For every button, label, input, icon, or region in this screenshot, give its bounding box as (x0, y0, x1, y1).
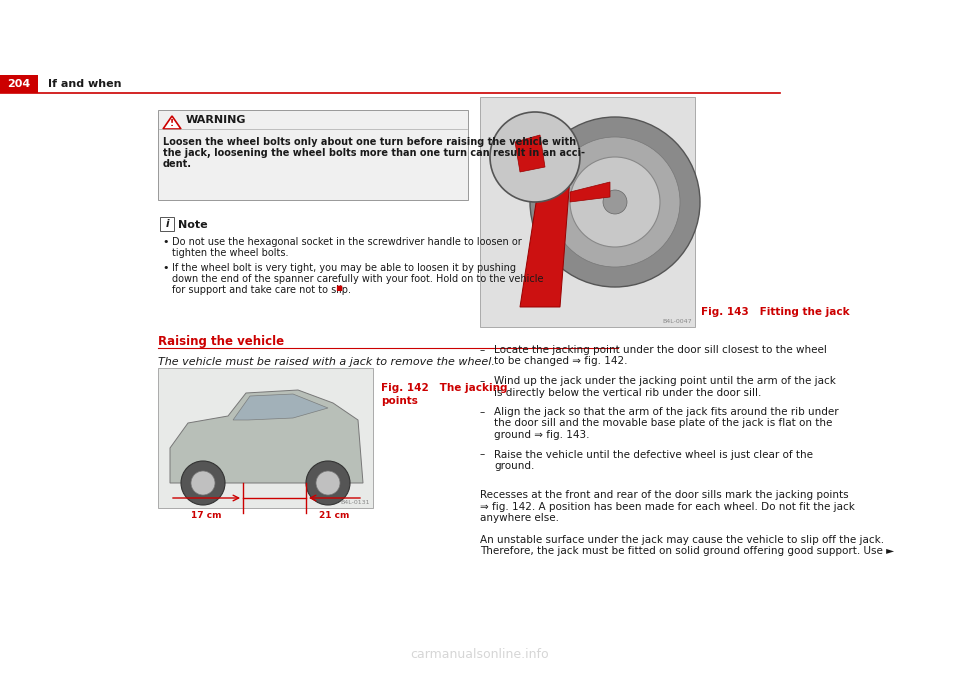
Text: carmanualsonline.info: carmanualsonline.info (411, 648, 549, 662)
Polygon shape (233, 394, 328, 420)
Text: Fig. 143   Fitting the jack: Fig. 143 Fitting the jack (701, 307, 850, 317)
Text: Raise the vehicle until the defective wheel is just clear of the: Raise the vehicle until the defective wh… (494, 450, 813, 460)
Polygon shape (170, 390, 363, 483)
Circle shape (490, 112, 580, 202)
Polygon shape (570, 182, 610, 202)
Text: ground.: ground. (494, 461, 535, 471)
Text: If the wheel bolt is very tight, you may be able to loosen it by pushing: If the wheel bolt is very tight, you may… (172, 263, 516, 273)
Text: is directly below the vertical rib under the door sill.: is directly below the vertical rib under… (494, 388, 761, 397)
Text: –: – (480, 376, 485, 386)
Text: 204: 204 (8, 79, 31, 89)
Text: tighten the wheel bolts.: tighten the wheel bolts. (172, 248, 289, 258)
Text: for support and take care not to slip.: for support and take care not to slip. (172, 285, 351, 295)
Bar (480, 97, 695, 327)
Text: the door sill and the movable base plate of the jack is flat on the: the door sill and the movable base plate… (494, 418, 832, 428)
Polygon shape (520, 177, 570, 307)
Text: The vehicle must be raised with a jack to remove the wheel.: The vehicle must be raised with a jack t… (158, 357, 494, 367)
Text: Loosen the wheel bolts only about one turn before raising the vehicle with: Loosen the wheel bolts only about one tu… (163, 137, 576, 147)
Text: Raising the vehicle: Raising the vehicle (158, 335, 284, 348)
Text: –: – (480, 450, 485, 460)
Text: ground ⇒ fig. 143.: ground ⇒ fig. 143. (494, 430, 589, 440)
Text: dent.: dent. (163, 159, 192, 169)
Text: –: – (480, 407, 485, 417)
Text: Wind up the jack under the jacking point until the arm of the jack: Wind up the jack under the jacking point… (494, 376, 836, 386)
Text: !: ! (170, 119, 174, 127)
Text: –: – (480, 345, 485, 355)
Text: •: • (162, 263, 169, 273)
Text: Do not use the hexagonal socket in the screwdriver handle to loosen or: Do not use the hexagonal socket in the s… (172, 237, 521, 247)
Text: ⇒ fig. 142. A position has been made for each wheel. Do not fit the jack: ⇒ fig. 142. A position has been made for… (480, 502, 854, 511)
Circle shape (191, 471, 215, 495)
Bar (0, 75, 38, 93)
Text: to be changed ⇒ fig. 142.: to be changed ⇒ fig. 142. (494, 357, 628, 367)
Text: ■: ■ (334, 285, 343, 291)
Polygon shape (163, 116, 181, 129)
Bar (160, 217, 174, 231)
Polygon shape (515, 135, 545, 172)
Text: •: • (162, 237, 169, 247)
Text: anywhere else.: anywhere else. (480, 513, 559, 523)
Text: Therefore, the jack must be fitted on solid ground offering good support. Use ►: Therefore, the jack must be fitted on so… (480, 546, 894, 557)
Circle shape (603, 190, 627, 214)
Circle shape (306, 461, 350, 505)
Text: 21 cm: 21 cm (320, 511, 349, 520)
Circle shape (570, 157, 660, 247)
Text: i: i (165, 219, 169, 229)
Text: Fig. 142   The jacking: Fig. 142 The jacking (381, 383, 508, 393)
Text: B4L-0047: B4L-0047 (662, 319, 692, 324)
Circle shape (550, 137, 680, 267)
Text: WARNING: WARNING (186, 115, 247, 125)
Text: If and when: If and when (48, 79, 122, 89)
Text: B4L-0131: B4L-0131 (341, 500, 370, 505)
Bar (158, 110, 468, 200)
Text: An unstable surface under the jack may cause the vehicle to slip off the jack.: An unstable surface under the jack may c… (480, 535, 884, 545)
Text: 17 cm: 17 cm (191, 511, 222, 520)
Circle shape (181, 461, 225, 505)
Text: the jack, loosening the wheel bolts more than one turn can result in an acci-: the jack, loosening the wheel bolts more… (163, 148, 585, 158)
Text: points: points (381, 396, 418, 406)
Bar (158, 368, 373, 508)
Text: Align the jack so that the arm of the jack fits around the rib under: Align the jack so that the arm of the ja… (494, 407, 839, 417)
Text: Locate the jacking point under the door sill closest to the wheel: Locate the jacking point under the door … (494, 345, 827, 355)
Text: Note: Note (178, 220, 207, 230)
Text: Recesses at the front and rear of the door sills mark the jacking points: Recesses at the front and rear of the do… (480, 490, 849, 500)
Circle shape (316, 471, 340, 495)
Text: down the end of the spanner carefully with your foot. Hold on to the vehicle: down the end of the spanner carefully wi… (172, 274, 543, 284)
Circle shape (530, 117, 700, 287)
